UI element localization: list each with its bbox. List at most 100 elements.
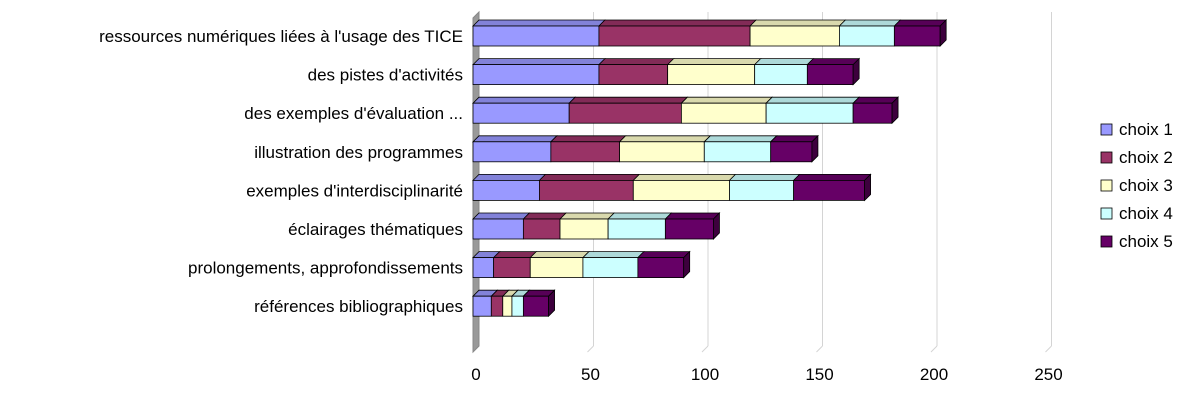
bar-segment: [522, 295, 549, 317]
bar-row: [472, 96, 900, 125]
bar-segment-top: [472, 173, 547, 181]
bar-segment: [529, 257, 584, 279]
bar-segment-top: [538, 173, 641, 181]
bar-segment-top: [607, 212, 673, 220]
legend-swatch: [1100, 151, 1113, 164]
bar-segment-top: [618, 135, 712, 143]
bar-segment-top: [666, 58, 762, 65]
legend: choix 1 choix 2 choix 3 choix 4 choix 5: [1100, 120, 1173, 251]
bar-segment: [680, 102, 767, 124]
bar-segment-top: [597, 58, 675, 65]
legend-swatch: [1100, 235, 1113, 248]
bar-segment: [729, 179, 794, 201]
bar-row: [472, 57, 861, 86]
bar-segment-top: [529, 251, 590, 259]
bar-row: [472, 289, 556, 318]
legend-label: choix 5: [1119, 232, 1173, 251]
bar-side: [891, 96, 899, 125]
bar-segment: [607, 218, 666, 240]
bar-segment-top: [568, 96, 689, 104]
bar-segment-top: [472, 96, 577, 104]
bar-segment-top: [492, 251, 538, 259]
legend-swatch: [1100, 207, 1113, 220]
bar-segment: [703, 141, 772, 163]
bar-segment-top: [472, 212, 531, 220]
bar-segment: [754, 64, 808, 85]
bar-row: [472, 134, 819, 163]
gridline-depth: [587, 345, 594, 353]
gridline-depth: [701, 345, 709, 353]
x-tick-label: 250: [1034, 365, 1062, 384]
bar-segment: [550, 141, 620, 163]
category-label: prolongements, approfondissements: [188, 259, 463, 278]
bar-segment: [472, 141, 552, 163]
bar-segment: [793, 179, 865, 201]
bar-segment: [472, 25, 600, 47]
category-label: illustration des programmes: [254, 143, 463, 162]
legend-swatch: [1100, 179, 1113, 192]
bar-segment-top: [753, 58, 815, 65]
legend-item: choix 3: [1100, 176, 1173, 195]
bar-segment: [472, 295, 492, 317]
bar-row: [472, 19, 948, 47]
bar-segment-top: [703, 135, 778, 143]
bar-segment-top: [559, 212, 616, 220]
bar-segment: [598, 64, 669, 85]
legend-label: choix 3: [1119, 176, 1173, 195]
bar-segment-top: [472, 58, 606, 65]
legend-label: choix 1: [1119, 120, 1173, 139]
bar-segment-top: [838, 19, 902, 27]
bar-segment: [749, 25, 840, 47]
bar-side: [683, 250, 691, 279]
legend-item: choix 4: [1100, 204, 1173, 223]
bar-segment: [472, 102, 570, 124]
bar-segment: [582, 257, 639, 279]
category-label: des pistes d'activités: [308, 66, 463, 85]
category-label: éclairages thématiques: [288, 220, 463, 239]
bar-segment: [893, 25, 941, 47]
bar-segment-top: [792, 173, 872, 181]
legend-item: choix 2: [1100, 148, 1173, 167]
bar-segment: [539, 179, 634, 201]
bar-segment-top: [852, 96, 900, 104]
bar-segment: [765, 102, 854, 124]
legend-label: choix 4: [1119, 204, 1173, 223]
bar-segment: [667, 64, 756, 85]
bar-segment-top: [632, 173, 737, 181]
bar-segment-top: [769, 135, 819, 143]
bar-segment: [472, 64, 600, 85]
bar-segment-top: [806, 58, 861, 65]
bar-row: [472, 212, 721, 240]
bar-segment-top: [893, 19, 948, 27]
bar-segment: [559, 218, 609, 240]
legend-item: choix 1: [1100, 120, 1173, 139]
bar-segment: [852, 102, 893, 124]
bar-segment: [598, 25, 751, 47]
x-tick-label: 200: [920, 365, 948, 384]
bar-segment: [632, 179, 730, 201]
bar-segment-top: [680, 96, 774, 104]
bar-segment: [493, 257, 531, 279]
bar-segment-top: [636, 251, 691, 259]
bar-segment: [511, 295, 524, 317]
category-label: ressources numériques liées à l'usage de…: [99, 27, 463, 46]
gridline-depth: [816, 345, 823, 353]
x-tick-label: 150: [805, 365, 833, 384]
bar-segment: [502, 295, 513, 317]
bar-segment-top: [749, 19, 847, 27]
bar-segment-top: [549, 135, 627, 143]
bar-segment: [637, 257, 685, 279]
bar-segment: [839, 25, 895, 47]
category-label: exemples d'interdisciplinarité: [246, 181, 463, 200]
bar-segment-top: [597, 19, 758, 27]
bar-side: [713, 212, 720, 240]
bar-segment-top: [765, 96, 861, 104]
bar-segment-top: [664, 212, 721, 220]
bar-side: [811, 134, 819, 163]
bar-side: [852, 57, 860, 86]
bar-segment-top: [472, 19, 606, 27]
bar-segment: [490, 295, 504, 317]
bar-row: [472, 173, 872, 202]
bar-segment: [472, 218, 524, 240]
